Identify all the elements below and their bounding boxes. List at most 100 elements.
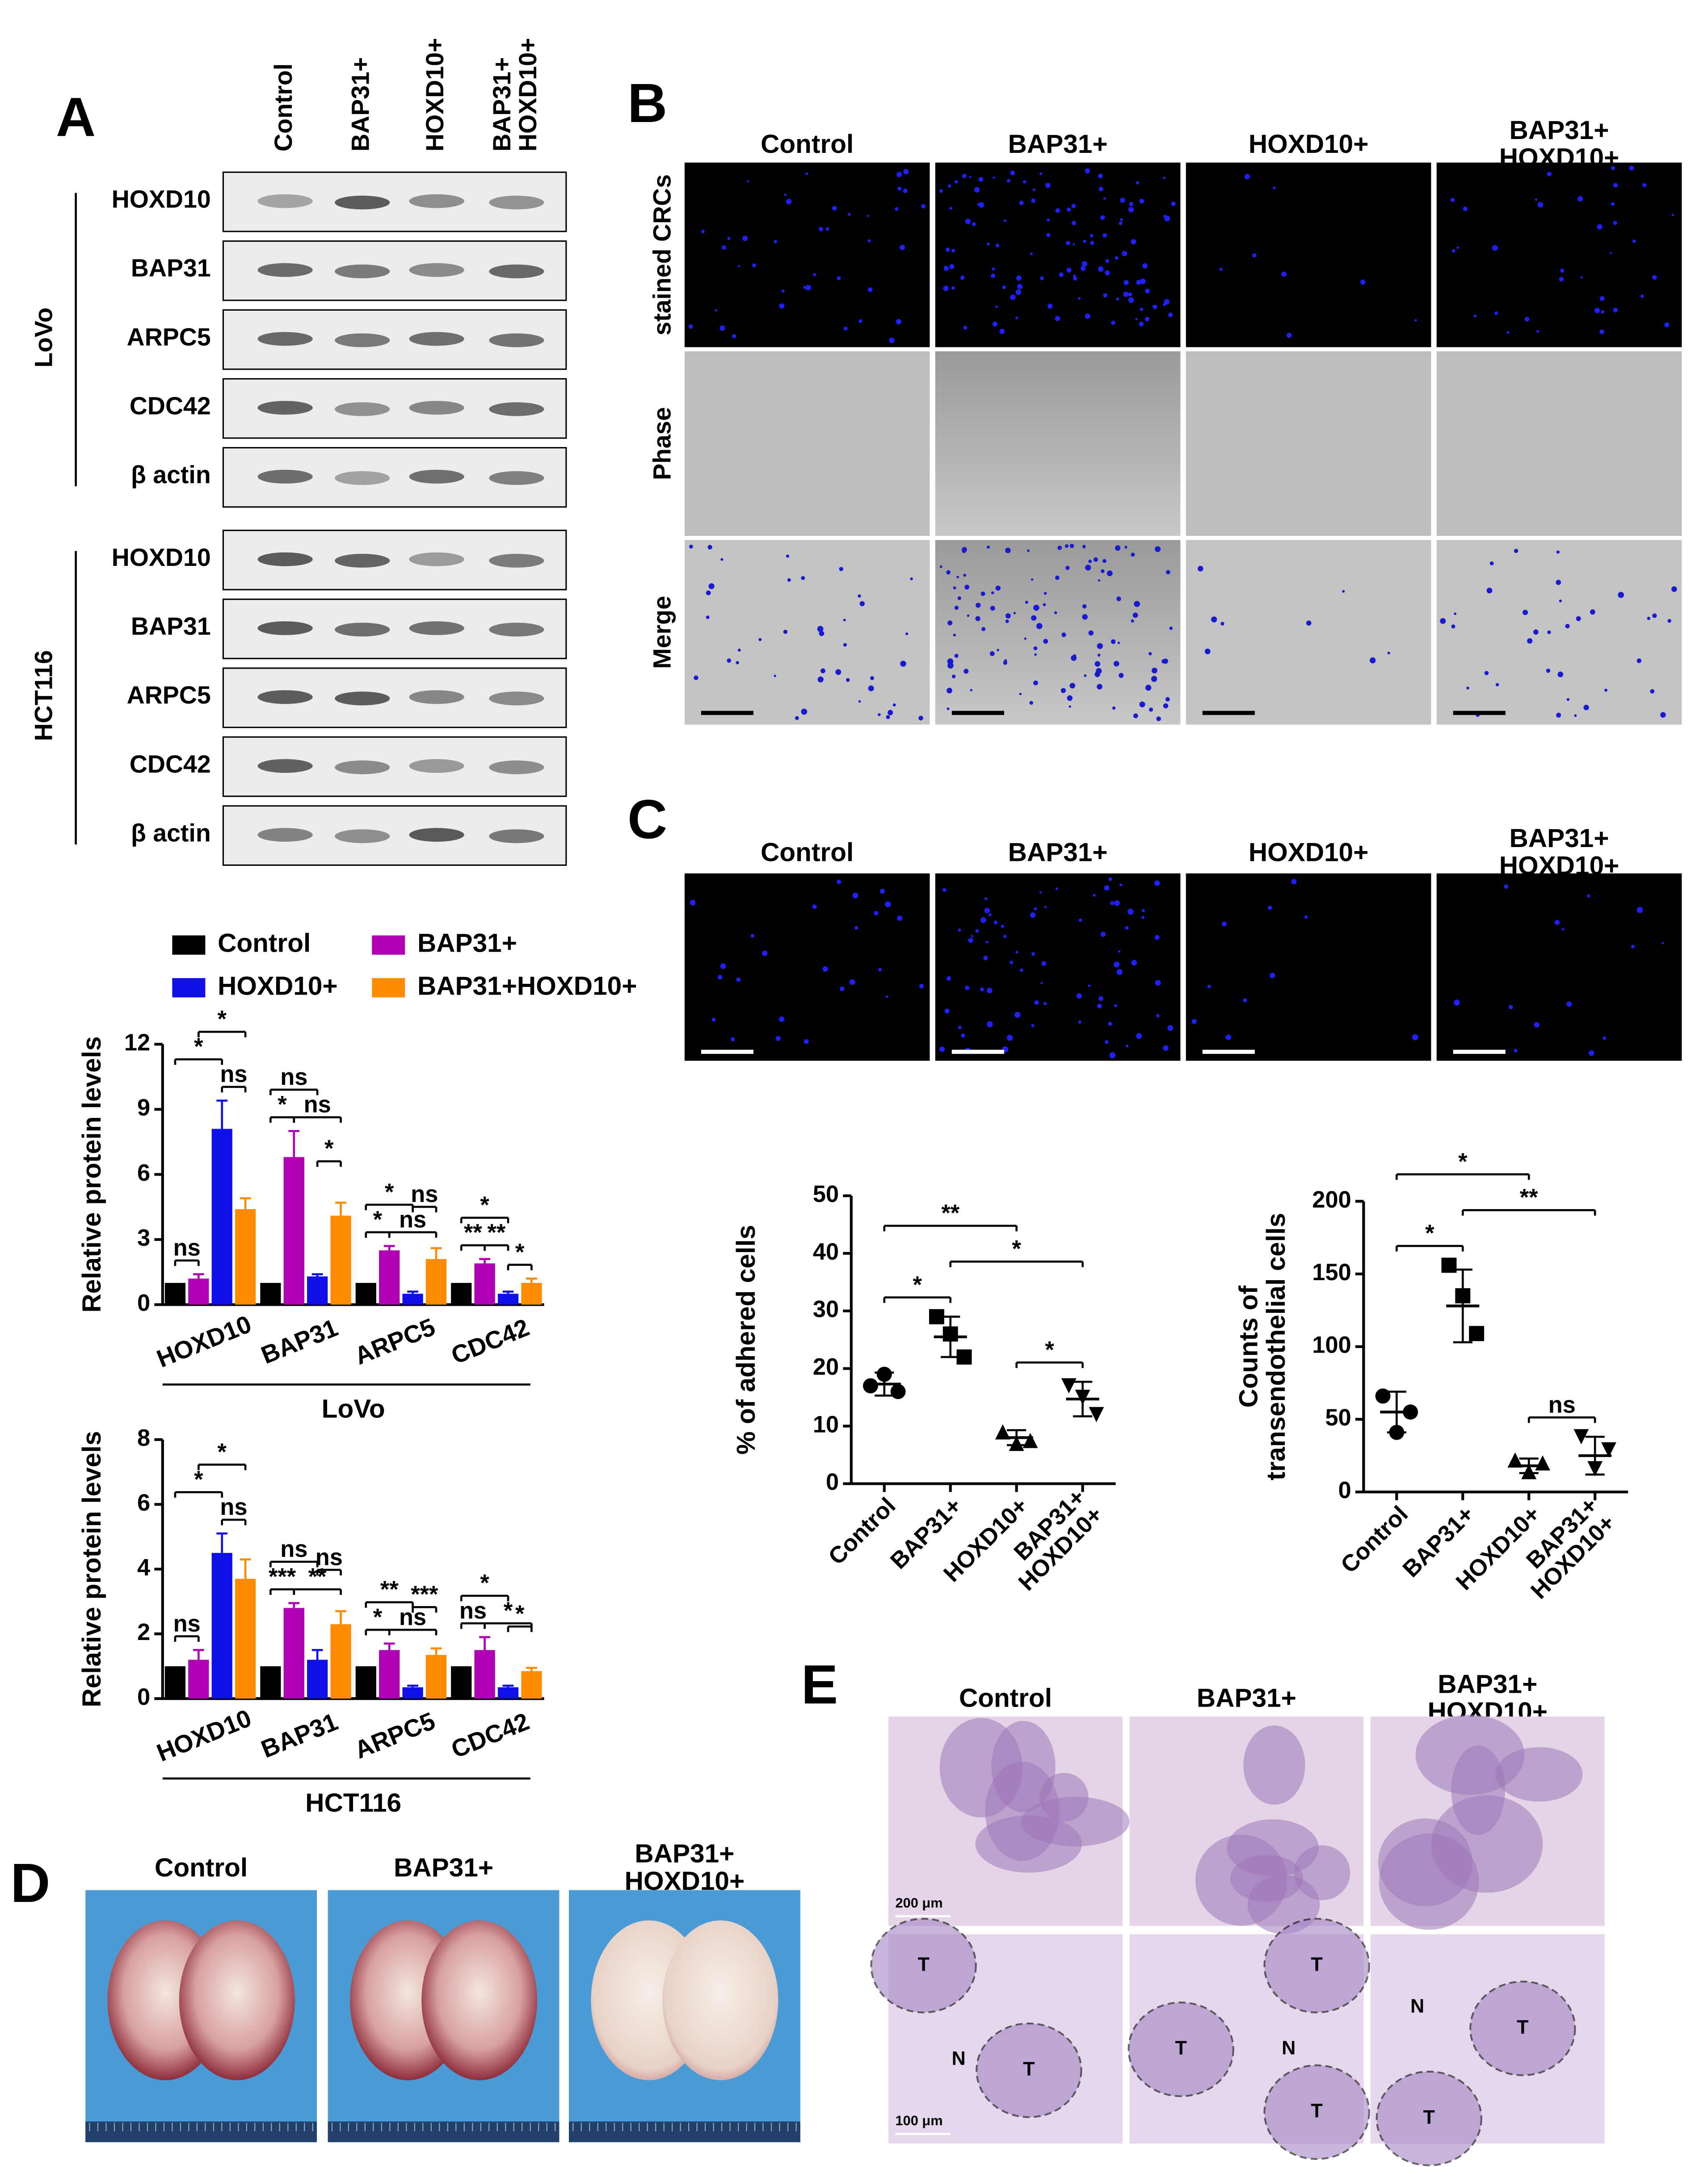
cell-dot [1078,1020,1081,1024]
column-header: BAP31+HOXD10+ [1427,1670,1547,1726]
cell-dot [1105,259,1110,263]
cell-dot [727,236,731,240]
significance-label: * [385,1179,394,1205]
significance-label: ns [173,1235,201,1261]
legend-label: BAP31+HOXD10+ [417,971,637,1000]
cell-dot [1533,629,1539,635]
blot-band [409,690,464,704]
cell-dot [946,570,951,575]
cell-dot [1559,599,1562,603]
cell-dot [1073,654,1076,658]
cell-dot [720,558,724,561]
cell-dot [968,938,973,943]
cell-dot [1536,330,1540,333]
cell-dot [1097,653,1101,657]
cell-dot [1414,319,1417,322]
cell-dot [1454,612,1456,615]
cell-dot [991,591,994,594]
bar [379,1650,400,1699]
cell-dot [819,631,825,637]
cell-dot [783,629,788,634]
cell-dot [1151,676,1157,682]
y-tick-label: 20 [813,1354,839,1380]
cell-dot [1030,253,1033,255]
cell-dot [1114,961,1120,968]
significance-label: *** [411,1582,438,1608]
cell-dot [1609,252,1612,254]
cell-dot [1163,703,1169,708]
column-header: Control [269,63,297,152]
point [1375,1388,1391,1404]
cell-dot [1252,253,1257,257]
bar [402,1294,423,1305]
cell-dot [1019,968,1023,972]
x-axis-label: LoVo [322,1394,385,1423]
cell-dot [956,576,959,578]
cell-dot [986,941,989,944]
cell-dot [1098,266,1104,272]
cell-dot [1102,559,1106,563]
cell-line-label: LoVo [30,308,58,368]
cell-dot [1054,611,1057,615]
cell-dot [1139,198,1144,204]
cell-dot [1123,280,1129,285]
cell-dot [1197,565,1203,572]
cell-dot [962,173,967,178]
blot-band [489,553,544,568]
cell-dot [963,573,967,577]
scale-bar [1202,711,1255,715]
cell-dot [984,897,988,900]
significance-label: * [218,1439,227,1465]
column-header: BAP31+ [1008,130,1108,159]
significance-label: * [194,1467,203,1492]
cell-dot [1554,919,1560,925]
cell-dot [722,245,726,250]
significance-label: ** [941,1200,959,1226]
cell-dot [689,544,693,549]
cell-dot [951,249,955,253]
cell-dot [1156,1014,1160,1018]
protein-label: CDC42 [130,392,211,420]
cell-dot [1115,545,1121,551]
cell-dot [1273,186,1276,190]
cell-dot [1450,198,1455,202]
cell-dot [975,616,980,621]
cell-dot [978,177,984,182]
cell-dot [1141,909,1145,912]
cell-dot [738,265,740,267]
bar [451,1666,472,1699]
cell-dot [1662,942,1664,944]
cell-dot [978,202,984,208]
cell-dot [1055,316,1060,321]
scale-bar [951,711,1004,715]
cell-dot [939,189,943,193]
cell-dot [805,172,808,175]
cell-dot [1097,1003,1102,1009]
cell-dot [960,276,964,280]
cell-dot [805,285,811,291]
cell-dot [1072,221,1076,225]
blot-band [335,471,390,485]
significance-label: * [480,1192,489,1218]
cell-dot [1104,885,1110,891]
cell-dot [752,263,756,268]
cell-dot [747,180,749,182]
cell-dot [1613,183,1618,188]
point [863,1378,878,1394]
legend-swatch [172,978,206,998]
cell-dot [762,950,768,956]
cell-dot [1131,960,1137,965]
cell-dot [1110,901,1115,906]
blot-band [409,263,464,277]
cell-dot [903,188,908,193]
cell-dot [1169,626,1173,630]
cell-dot [963,325,968,330]
cell-dot [1306,620,1312,626]
cell-dot [954,606,959,610]
column-header: BAP31+HOXD10+ [488,38,541,152]
cell-dot [958,928,961,932]
cell-dot [897,186,902,191]
cell-dot [1163,1045,1169,1051]
cell-dot [1076,993,1082,999]
tumor-region [976,2022,1082,2118]
